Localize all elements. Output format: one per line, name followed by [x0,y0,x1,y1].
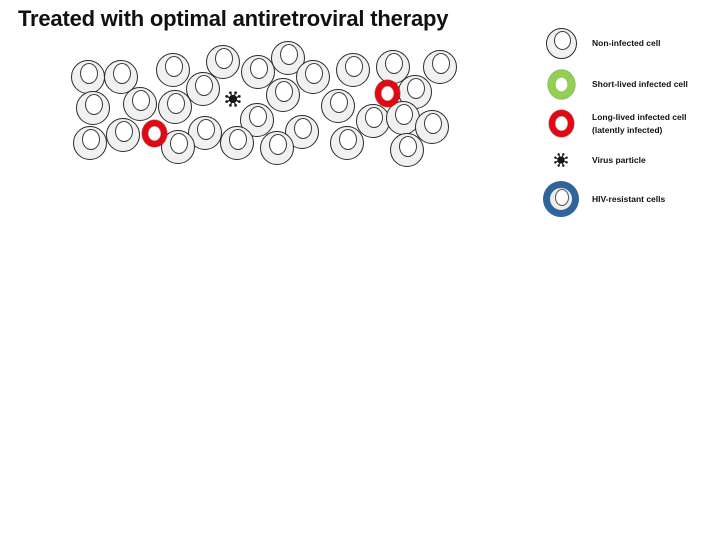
legend-item: Virus particle [541,152,706,168]
cell-non-infected [356,104,390,138]
cell-nucleus [170,133,188,154]
short-lived-infected-cell-icon [547,70,575,99]
cell-non-infected [260,131,294,165]
legend-label: Long-lived infected cell (latently infec… [592,111,687,135]
cell-nucleus [385,53,403,74]
cell-nucleus [553,31,571,50]
cell-non-infected [106,118,140,152]
cell-nucleus [113,63,131,84]
legend-label: Short-lived infected cell [592,79,688,89]
cell-non-infected [390,133,424,167]
cell-non-infected [104,60,138,94]
cell-nucleus [80,63,98,84]
cell-nucleus [197,119,215,140]
cell-nucleus [399,136,417,157]
cell-nucleus [339,129,357,150]
legend-icon-box [541,181,581,217]
cell-non-infected [376,50,410,84]
cell-non-infected [76,91,110,125]
cell-nucleus [250,58,268,79]
cell-nucleus [345,56,363,77]
cell-nucleus [269,134,287,155]
cell-non-infected [71,60,105,94]
cell-non-infected [156,53,190,87]
cell-nucleus [82,129,100,150]
legend: Non-infected cell Short-lived infected ce… [541,0,719,240]
cell-nucleus [294,118,312,139]
cell-non-infected [158,90,192,124]
slide-title: Treated with optimal antiretroviral ther… [18,6,449,31]
cell-nucleus [165,56,183,77]
cell-nucleus [115,121,133,142]
cell-non-infected [123,87,157,121]
cell-long-lived-infected [375,80,400,107]
cell-nucleus [555,189,569,206]
cell-nucleus [229,129,247,150]
virus-particle-icon [553,152,569,168]
cell-nucleus [280,44,298,65]
cell-non-infected [296,60,330,94]
cell-non-infected [285,115,319,149]
legend-icon-box [541,110,581,137]
legend-label: Non-infected cell [592,38,661,48]
cell-non-infected [266,78,300,112]
cell-non-infected [73,126,107,160]
cell-long-lived-infected [142,120,167,147]
cell-non-infected [423,50,457,84]
legend-label: HIV-resistant cells [592,193,666,204]
cell-nucleus [249,106,267,127]
cell-nucleus [432,53,450,74]
cell-nucleus [424,113,442,134]
cell-non-infected [271,41,305,75]
cell-non-infected [336,53,370,87]
cell-nucleus [85,94,103,115]
cell-cluster [0,0,540,230]
cell-nucleus [215,48,233,69]
legend-icon-box [541,28,581,59]
legend-icon-box [541,70,581,99]
hiv-resistant-cell-icon [543,181,579,217]
legend-label: Virus particle [592,154,646,165]
cell-non-infected [220,126,254,160]
virus-particle [224,90,242,108]
non-infected-cell-icon [545,28,577,59]
cell-non-infected [206,45,240,79]
cell-nucleus [407,78,425,99]
cell-nucleus [365,107,383,128]
cell-non-infected [186,72,220,106]
legend-item: HIV-resistant cells [541,181,706,217]
legend-item: Long-lived infected cell (latently infec… [541,110,706,137]
cell-non-infected [415,110,449,144]
legend-item: Non-infected cell [541,28,706,59]
legend-item: Short-lived infected cell [541,70,706,99]
cell-nucleus [195,75,213,96]
cell-nucleus [305,63,323,84]
cell-non-infected [240,103,274,137]
cell-non-infected [330,126,364,160]
cell-nucleus [132,90,150,111]
cell-nucleus [275,81,293,102]
cell-nucleus [330,92,348,113]
legend-icon-box [541,152,581,168]
cell-non-infected [321,89,355,123]
long-lived-infected-cell-icon [548,110,574,137]
cell-nucleus [167,93,185,114]
cell-nucleus [395,104,413,125]
